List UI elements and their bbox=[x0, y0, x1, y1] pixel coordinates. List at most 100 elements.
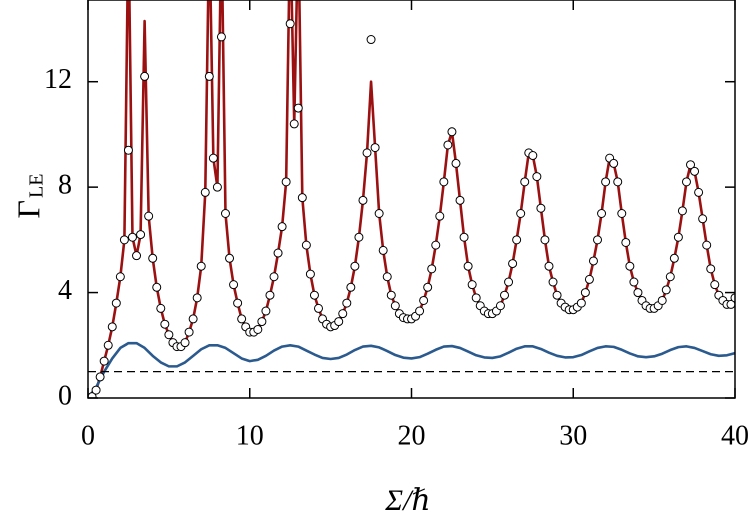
data-point bbox=[455, 195, 465, 205]
x-axis-label: Σ/ℏ bbox=[384, 484, 430, 517]
data-point bbox=[358, 195, 368, 205]
data-point bbox=[710, 280, 720, 290]
y-tick-label: 4 bbox=[58, 275, 72, 306]
data-point bbox=[427, 264, 437, 274]
data-point bbox=[99, 356, 109, 366]
data-point bbox=[532, 172, 542, 182]
data-point bbox=[342, 298, 352, 308]
data-point bbox=[233, 298, 243, 308]
y-axis-label-main: Γ bbox=[10, 200, 46, 219]
data-point bbox=[212, 182, 222, 192]
data-point bbox=[208, 153, 218, 163]
data-point bbox=[281, 177, 291, 187]
data-point bbox=[188, 314, 198, 324]
data-point bbox=[220, 208, 230, 218]
data-point bbox=[265, 290, 275, 300]
data-point bbox=[584, 274, 594, 284]
data-point bbox=[702, 240, 712, 250]
data-point bbox=[540, 235, 550, 245]
data-point bbox=[625, 261, 635, 271]
data-point bbox=[338, 309, 348, 319]
data-point bbox=[544, 261, 554, 271]
data-point bbox=[253, 324, 263, 334]
data-point bbox=[601, 177, 611, 187]
data-point bbox=[423, 282, 433, 292]
data-point bbox=[301, 240, 311, 250]
data-point bbox=[677, 206, 687, 216]
data-point bbox=[447, 127, 457, 137]
data-point bbox=[451, 158, 461, 168]
data-point bbox=[613, 177, 623, 187]
y-tick-label: 8 bbox=[58, 170, 72, 201]
data-point bbox=[180, 338, 190, 348]
data-point bbox=[148, 253, 158, 263]
data-point bbox=[633, 288, 643, 298]
data-point bbox=[593, 235, 603, 245]
data-point bbox=[237, 314, 247, 324]
data-point bbox=[127, 232, 137, 242]
data-point bbox=[459, 232, 469, 242]
data-point bbox=[184, 327, 194, 337]
data-point bbox=[216, 32, 226, 42]
data-point bbox=[471, 293, 481, 303]
data-point bbox=[297, 193, 307, 203]
data-point bbox=[95, 372, 105, 382]
x-tick-label: 20 bbox=[398, 420, 426, 451]
data-point bbox=[196, 261, 206, 271]
data-point bbox=[273, 248, 283, 258]
data-point bbox=[136, 230, 146, 240]
data-point bbox=[415, 306, 425, 316]
data-point bbox=[382, 272, 392, 282]
data-point bbox=[580, 288, 590, 298]
y-axis-label-sub: LE bbox=[26, 174, 48, 198]
data-point bbox=[528, 151, 538, 161]
data-point bbox=[115, 272, 125, 282]
data-point bbox=[597, 208, 607, 218]
data-point bbox=[289, 119, 299, 129]
data-point bbox=[520, 177, 530, 187]
y-tick-label: 0 bbox=[58, 380, 72, 411]
data-point bbox=[91, 385, 101, 395]
data-point bbox=[309, 290, 319, 300]
data-point bbox=[431, 240, 441, 250]
data-point bbox=[229, 280, 239, 290]
data-point bbox=[144, 211, 154, 221]
plot-area bbox=[88, 0, 735, 398]
data-point bbox=[386, 290, 396, 300]
data-point bbox=[111, 298, 121, 308]
data-point bbox=[164, 330, 174, 340]
data-point bbox=[140, 71, 150, 81]
x-tick-label: 40 bbox=[721, 420, 749, 451]
data-point bbox=[504, 277, 514, 287]
data-point bbox=[500, 290, 510, 300]
data-point bbox=[686, 160, 696, 170]
data-point bbox=[467, 280, 477, 290]
data-point bbox=[588, 256, 598, 266]
data-point bbox=[334, 317, 344, 327]
data-point bbox=[706, 264, 716, 274]
data-point bbox=[285, 19, 295, 29]
data-point bbox=[269, 272, 279, 282]
y-axis-label: Γ LE bbox=[10, 174, 47, 219]
data-point bbox=[225, 253, 235, 263]
data-point bbox=[463, 261, 473, 271]
data-point bbox=[107, 322, 117, 332]
data-point bbox=[669, 253, 679, 263]
data-point bbox=[435, 211, 445, 221]
data-point bbox=[552, 290, 562, 300]
data-point bbox=[536, 203, 546, 213]
data-point bbox=[204, 71, 214, 81]
data-point bbox=[370, 143, 380, 153]
data-point bbox=[132, 251, 142, 261]
data-point bbox=[621, 237, 631, 247]
data-point bbox=[617, 208, 627, 218]
data-point bbox=[698, 214, 708, 224]
data-point bbox=[419, 295, 429, 305]
data-point bbox=[495, 301, 505, 311]
data-point bbox=[119, 235, 129, 245]
data-point bbox=[362, 148, 372, 158]
data-point bbox=[665, 272, 675, 282]
data-point bbox=[200, 187, 210, 197]
data-point bbox=[277, 222, 287, 232]
